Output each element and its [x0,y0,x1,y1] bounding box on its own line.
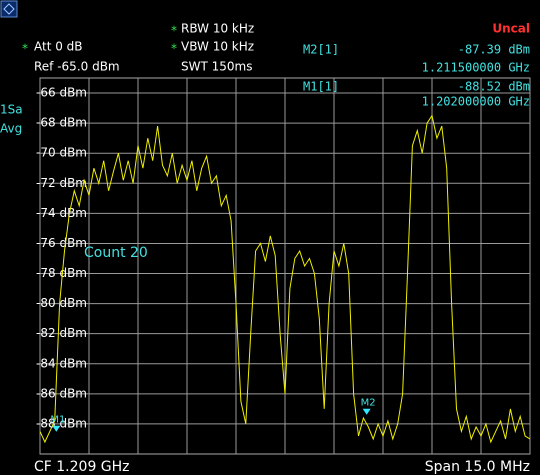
trace-mode: Avg [0,122,22,136]
setting: Att 0 dB [34,40,83,54]
marker-name: M1[1] [303,80,339,94]
y-tick-label: -84 dBm [36,356,87,370]
setting-flag: * [171,42,177,56]
setting: SWT 150ms [181,60,252,74]
marker [362,408,371,415]
marker-label: M2 [361,398,376,409]
marker-label: M1 [50,415,65,426]
setting-flag: * [171,24,177,38]
y-tick-label: -70 dBm [36,146,87,160]
y-tick-label: -78 dBm [36,266,87,280]
center-frequency: CF 1.209 GHz [34,459,130,475]
y-tick-label: -76 dBm [36,236,87,250]
setting: Ref -65.0 dBm [34,60,120,74]
y-tick-label: -82 dBm [36,326,87,340]
y-tick-label: -72 dBm [36,176,87,190]
setting: VBW 10 kHz [181,40,254,54]
y-tick-label: -68 dBm [36,116,87,130]
average-count: Count 20 [84,245,148,261]
status: Uncal [492,22,530,36]
marker-frequency: 1.202000000 GHz [422,95,530,109]
y-tick-label: -86 dBm [36,386,87,400]
marker-value: -87.39 dBm [458,43,530,57]
y-tick-label: -88 dBm [36,416,87,430]
marker-frequency: 1.211500000 GHz [422,61,530,75]
trace-mode: 1Sa [0,103,23,117]
setting-flag: * [22,42,28,56]
trace [40,114,530,444]
marker-name: M2[1] [303,43,339,57]
marker [52,425,61,432]
y-tick-label: -74 dBm [36,206,87,220]
setting: RBW 10 kHz [181,22,254,36]
y-tick-label: -80 dBm [36,296,87,310]
marker-value: -88.52 dBm [458,80,530,94]
span: Span 15.0 MHz [425,459,530,475]
y-tick-label: -66 dBm [36,86,87,100]
app-icon [0,0,18,18]
